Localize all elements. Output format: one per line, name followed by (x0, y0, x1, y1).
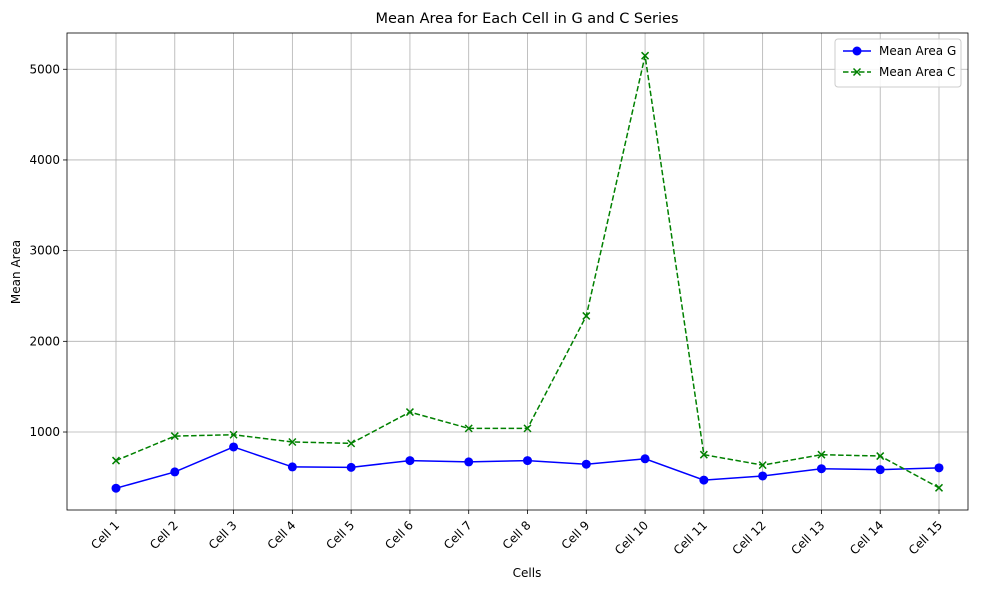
y-tick-label: 5000 (29, 62, 60, 76)
mean-area-c-marker (582, 311, 591, 320)
series-layer (111, 51, 944, 493)
mean-area-c-marker (934, 483, 944, 492)
mean-area-c-marker (699, 450, 708, 459)
x-axis-label: Cells (513, 566, 542, 580)
mean-area-g-marker (816, 464, 826, 474)
legend-marker-mean-area-c (852, 67, 862, 77)
mean-area-c-marker (229, 430, 238, 439)
mean-area-c-marker (876, 452, 885, 461)
mean-area-g-marker (581, 459, 591, 469)
legend: Mean Area G Mean Area C (834, 38, 962, 88)
y-tick-label: 3000 (29, 244, 60, 258)
mean-area-g-marker (229, 442, 239, 452)
y-tick-label: 1000 (29, 425, 60, 439)
legend-marker-mean-area-g (852, 46, 862, 56)
y-tick-label: 4000 (29, 153, 60, 167)
mean-area-g-marker (758, 471, 768, 481)
mean-area-c-marker (817, 450, 826, 459)
mean-area-g-marker (934, 463, 944, 473)
mean-area-g-marker (405, 456, 415, 466)
mean-area-c-marker (405, 408, 414, 417)
mean-area-c-marker (758, 461, 767, 470)
mean-area-c-marker (288, 437, 297, 447)
mean-area-g-marker (346, 462, 356, 472)
mean-area-g-marker (523, 456, 532, 466)
mean-area-c-marker (170, 432, 179, 441)
mean-area-c-marker (641, 51, 650, 60)
mean-area-c-marker (347, 439, 356, 448)
legend-label-mean-area-c: Mean Area C (879, 65, 955, 79)
legend-label-mean-area-g: Mean Area G (879, 44, 956, 58)
mean-area-c-marker (464, 424, 473, 433)
mean-area-g-marker (111, 483, 121, 493)
mean-area-g-marker (699, 475, 709, 485)
mean-area-g-marker (170, 467, 180, 477)
y-tick-label: 2000 (29, 334, 60, 348)
y-axis-label: Mean Area (9, 240, 23, 304)
plot-frame (66, 32, 969, 511)
mean-area-c-marker (523, 424, 532, 433)
grid-lines (67, 33, 968, 510)
mean-area-g-marker (287, 462, 297, 472)
mean-area-c-marker (111, 456, 121, 465)
mean-area-g-marker (464, 457, 474, 467)
mean-area-g-marker (875, 465, 885, 475)
chart-title: Mean Area for Each Cell in G and C Serie… (375, 11, 678, 27)
mean-area-g-marker (640, 454, 650, 464)
